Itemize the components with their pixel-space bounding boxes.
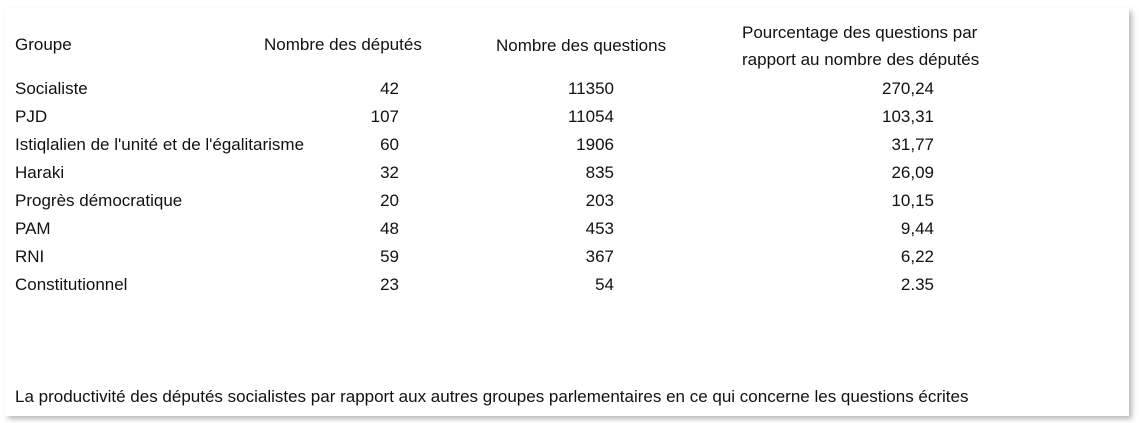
percentage-value: 6,22: [900, 247, 934, 266]
table-row: Istiqlalien de l'unité et de l'égalitari…: [5, 131, 1129, 159]
questions-count: 54: [595, 275, 614, 290]
questions-count: 1906: [576, 135, 614, 154]
group-name: PJD: [15, 107, 48, 126]
deputies-count: 23: [380, 275, 399, 290]
percentage-value: 2,35: [900, 275, 934, 290]
questions-count: 453: [585, 219, 614, 238]
group-name: Socialiste: [15, 79, 88, 98]
table-row: Haraki 32 835 26,09: [5, 159, 1129, 187]
deputies-count: 32: [380, 163, 399, 182]
percentage-value: 26,09: [891, 163, 934, 182]
percentage-value: 103,31: [882, 107, 934, 126]
percentage-value: 270,24: [882, 79, 934, 98]
percentage-value: 9,44: [900, 219, 934, 238]
questions-count: 367: [585, 247, 614, 266]
questions-count: 203: [585, 191, 614, 210]
table-caption: La productivité des députés socialistes …: [15, 387, 969, 406]
questions-count: 11054: [567, 107, 614, 126]
deputies-count: 20: [380, 191, 399, 210]
group-name: Istiqlalien de l'unité et de l'égalitari…: [15, 135, 305, 154]
percentage-value: 10,15: [891, 191, 934, 210]
header-percentage-line2: rapport au nombre des députés: [742, 50, 980, 69]
header-percentage: Pourcentage des questions par rapport au…: [742, 19, 979, 73]
questions-count: 11350: [567, 79, 614, 98]
header-deputies: Nombre des députés: [264, 35, 422, 54]
group-name: Progrès démocratique: [15, 191, 183, 210]
deputies-count: 59: [380, 247, 399, 266]
table-row: Constitutionnel 23 54 2,35: [5, 271, 1129, 290]
group-name: Haraki: [15, 163, 65, 182]
group-name: RNI: [15, 247, 45, 266]
table-row: Socialiste 42 11350 270,24: [5, 75, 1129, 103]
questions-count: 835: [585, 163, 614, 182]
group-name: PAM: [15, 219, 51, 238]
table-sheet: Groupe Nombre des députés Nombre des que…: [5, 8, 1129, 416]
header-percentage-line1: Pourcentage des questions par: [742, 23, 978, 42]
header-group: Groupe: [15, 35, 72, 54]
deputies-count: 60: [380, 135, 399, 154]
header-questions: Nombre des questions: [496, 36, 667, 55]
deputies-count: 107: [370, 107, 399, 126]
table-row: PJD 107 11054 103,31: [5, 103, 1129, 131]
deputies-count: 42: [380, 79, 399, 98]
table-row: Progrès démocratique 20 203 10,15: [5, 187, 1129, 215]
table-row: RNI 59 367 6,22: [5, 243, 1129, 271]
group-name: Constitutionnel: [15, 275, 128, 290]
table-row: PAM 48 453 9,44: [5, 215, 1129, 243]
deputies-count: 48: [380, 219, 399, 238]
percentage-value: 31,77: [891, 135, 934, 154]
